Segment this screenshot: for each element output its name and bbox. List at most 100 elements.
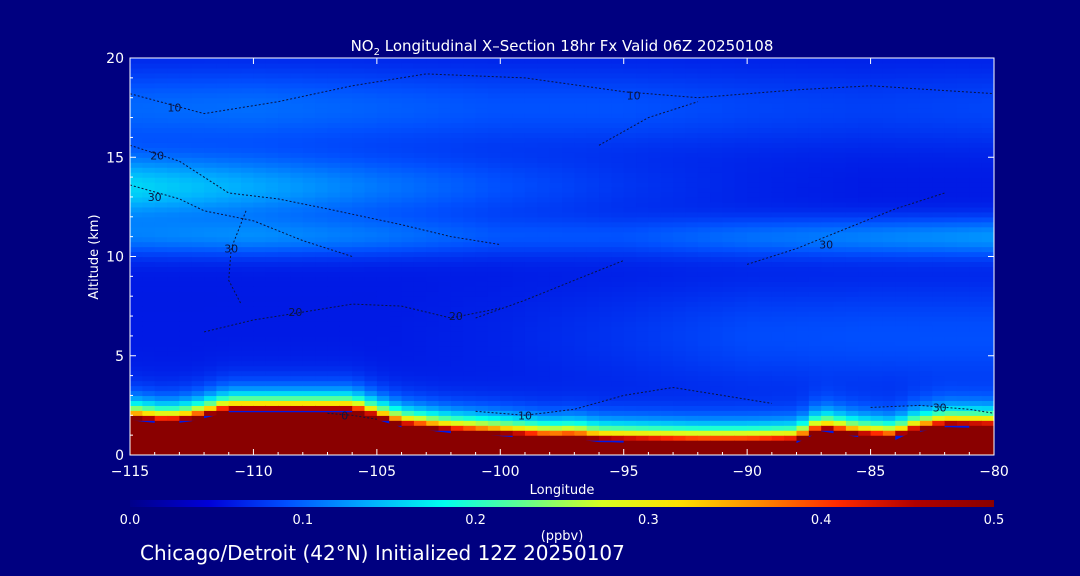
field-cell xyxy=(154,301,168,307)
field-cell xyxy=(549,365,563,372)
field-cell xyxy=(426,325,440,332)
field-cell xyxy=(673,301,687,307)
field-cell xyxy=(660,67,674,74)
field-cell xyxy=(623,306,637,312)
field-cell xyxy=(771,365,785,372)
field-cell xyxy=(191,400,205,406)
field-cell xyxy=(327,271,341,277)
field-cell xyxy=(648,122,662,129)
field-cell xyxy=(611,162,625,168)
field-cell xyxy=(784,375,798,382)
field-cell xyxy=(475,415,489,421)
field-cell xyxy=(130,67,143,74)
field-cell xyxy=(734,365,748,372)
field-cell xyxy=(352,306,366,312)
field-cell xyxy=(364,182,378,188)
field-cell xyxy=(389,256,403,263)
field-cell xyxy=(648,415,662,421)
field-cell xyxy=(673,400,687,406)
field-cell xyxy=(154,172,168,178)
field-cell xyxy=(241,345,255,352)
field-cell xyxy=(722,97,736,104)
field-cell xyxy=(216,256,230,263)
field-cell xyxy=(821,77,835,84)
field-cell xyxy=(549,58,563,64)
field-cell xyxy=(204,380,217,387)
field-cell xyxy=(352,82,366,89)
field-cell xyxy=(734,375,748,382)
field-cell xyxy=(574,112,588,119)
field-cell xyxy=(833,355,847,362)
field-cell xyxy=(389,152,403,158)
field-cell xyxy=(870,167,884,173)
field-cell xyxy=(401,77,415,84)
field-cell xyxy=(142,311,156,317)
field-cell xyxy=(487,380,501,387)
field-cell xyxy=(278,380,292,387)
field-cell xyxy=(438,350,452,357)
field-cell xyxy=(191,296,205,302)
field-cell xyxy=(685,92,699,99)
field-cell xyxy=(315,241,329,248)
field-cell xyxy=(821,321,835,327)
field-cell xyxy=(611,152,625,158)
field-cell xyxy=(821,226,835,233)
field-cell xyxy=(623,435,637,441)
field-cell xyxy=(167,211,180,218)
field-cell xyxy=(833,400,847,406)
field-cell xyxy=(611,311,625,317)
field-cell xyxy=(599,201,612,208)
field-cell xyxy=(574,162,588,168)
field-cell xyxy=(574,325,588,332)
field-cell xyxy=(352,311,366,317)
field-cell xyxy=(660,301,674,307)
field-cell xyxy=(167,380,180,387)
field-cell xyxy=(413,77,427,84)
field-cell xyxy=(734,167,748,173)
field-cell xyxy=(500,231,514,238)
field-cell xyxy=(858,177,872,183)
field-cell xyxy=(253,216,267,223)
field-cell xyxy=(524,137,538,143)
field-cell xyxy=(870,107,884,114)
field-cell xyxy=(179,261,193,268)
field-cell xyxy=(352,410,366,416)
field-cell xyxy=(808,311,822,317)
field-cell xyxy=(302,196,316,203)
field-cell xyxy=(784,127,798,134)
field-cell xyxy=(389,92,403,99)
field-cell xyxy=(784,400,798,406)
field-cell xyxy=(882,122,896,129)
field-cell xyxy=(574,330,588,337)
field-cell xyxy=(562,420,575,426)
field-cell xyxy=(771,97,785,104)
field-cell xyxy=(586,216,600,223)
field-cell xyxy=(808,410,822,416)
field-cell xyxy=(500,301,514,307)
field-cell xyxy=(759,276,773,282)
field-cell xyxy=(808,182,822,188)
field-cell xyxy=(549,196,563,203)
field-cell xyxy=(265,92,279,99)
field-cell xyxy=(636,375,649,382)
field-cell xyxy=(722,440,736,446)
field-cell xyxy=(574,87,588,94)
field-cell xyxy=(450,266,464,272)
field-cell xyxy=(500,266,514,272)
field-cell xyxy=(648,311,662,317)
field-cell xyxy=(673,420,687,426)
field-cell xyxy=(771,316,785,322)
field-cell xyxy=(611,301,625,307)
field-cell xyxy=(278,97,292,104)
field-cell xyxy=(265,201,279,208)
field-cell xyxy=(882,137,896,143)
field-cell xyxy=(463,77,477,84)
field-cell xyxy=(130,82,143,89)
field-cell xyxy=(401,375,415,382)
field-cell xyxy=(858,191,872,198)
field-cell xyxy=(759,251,773,258)
field-cell xyxy=(784,122,798,129)
field-cell xyxy=(710,325,724,332)
field-cell xyxy=(413,286,427,292)
field-cell xyxy=(821,72,835,79)
